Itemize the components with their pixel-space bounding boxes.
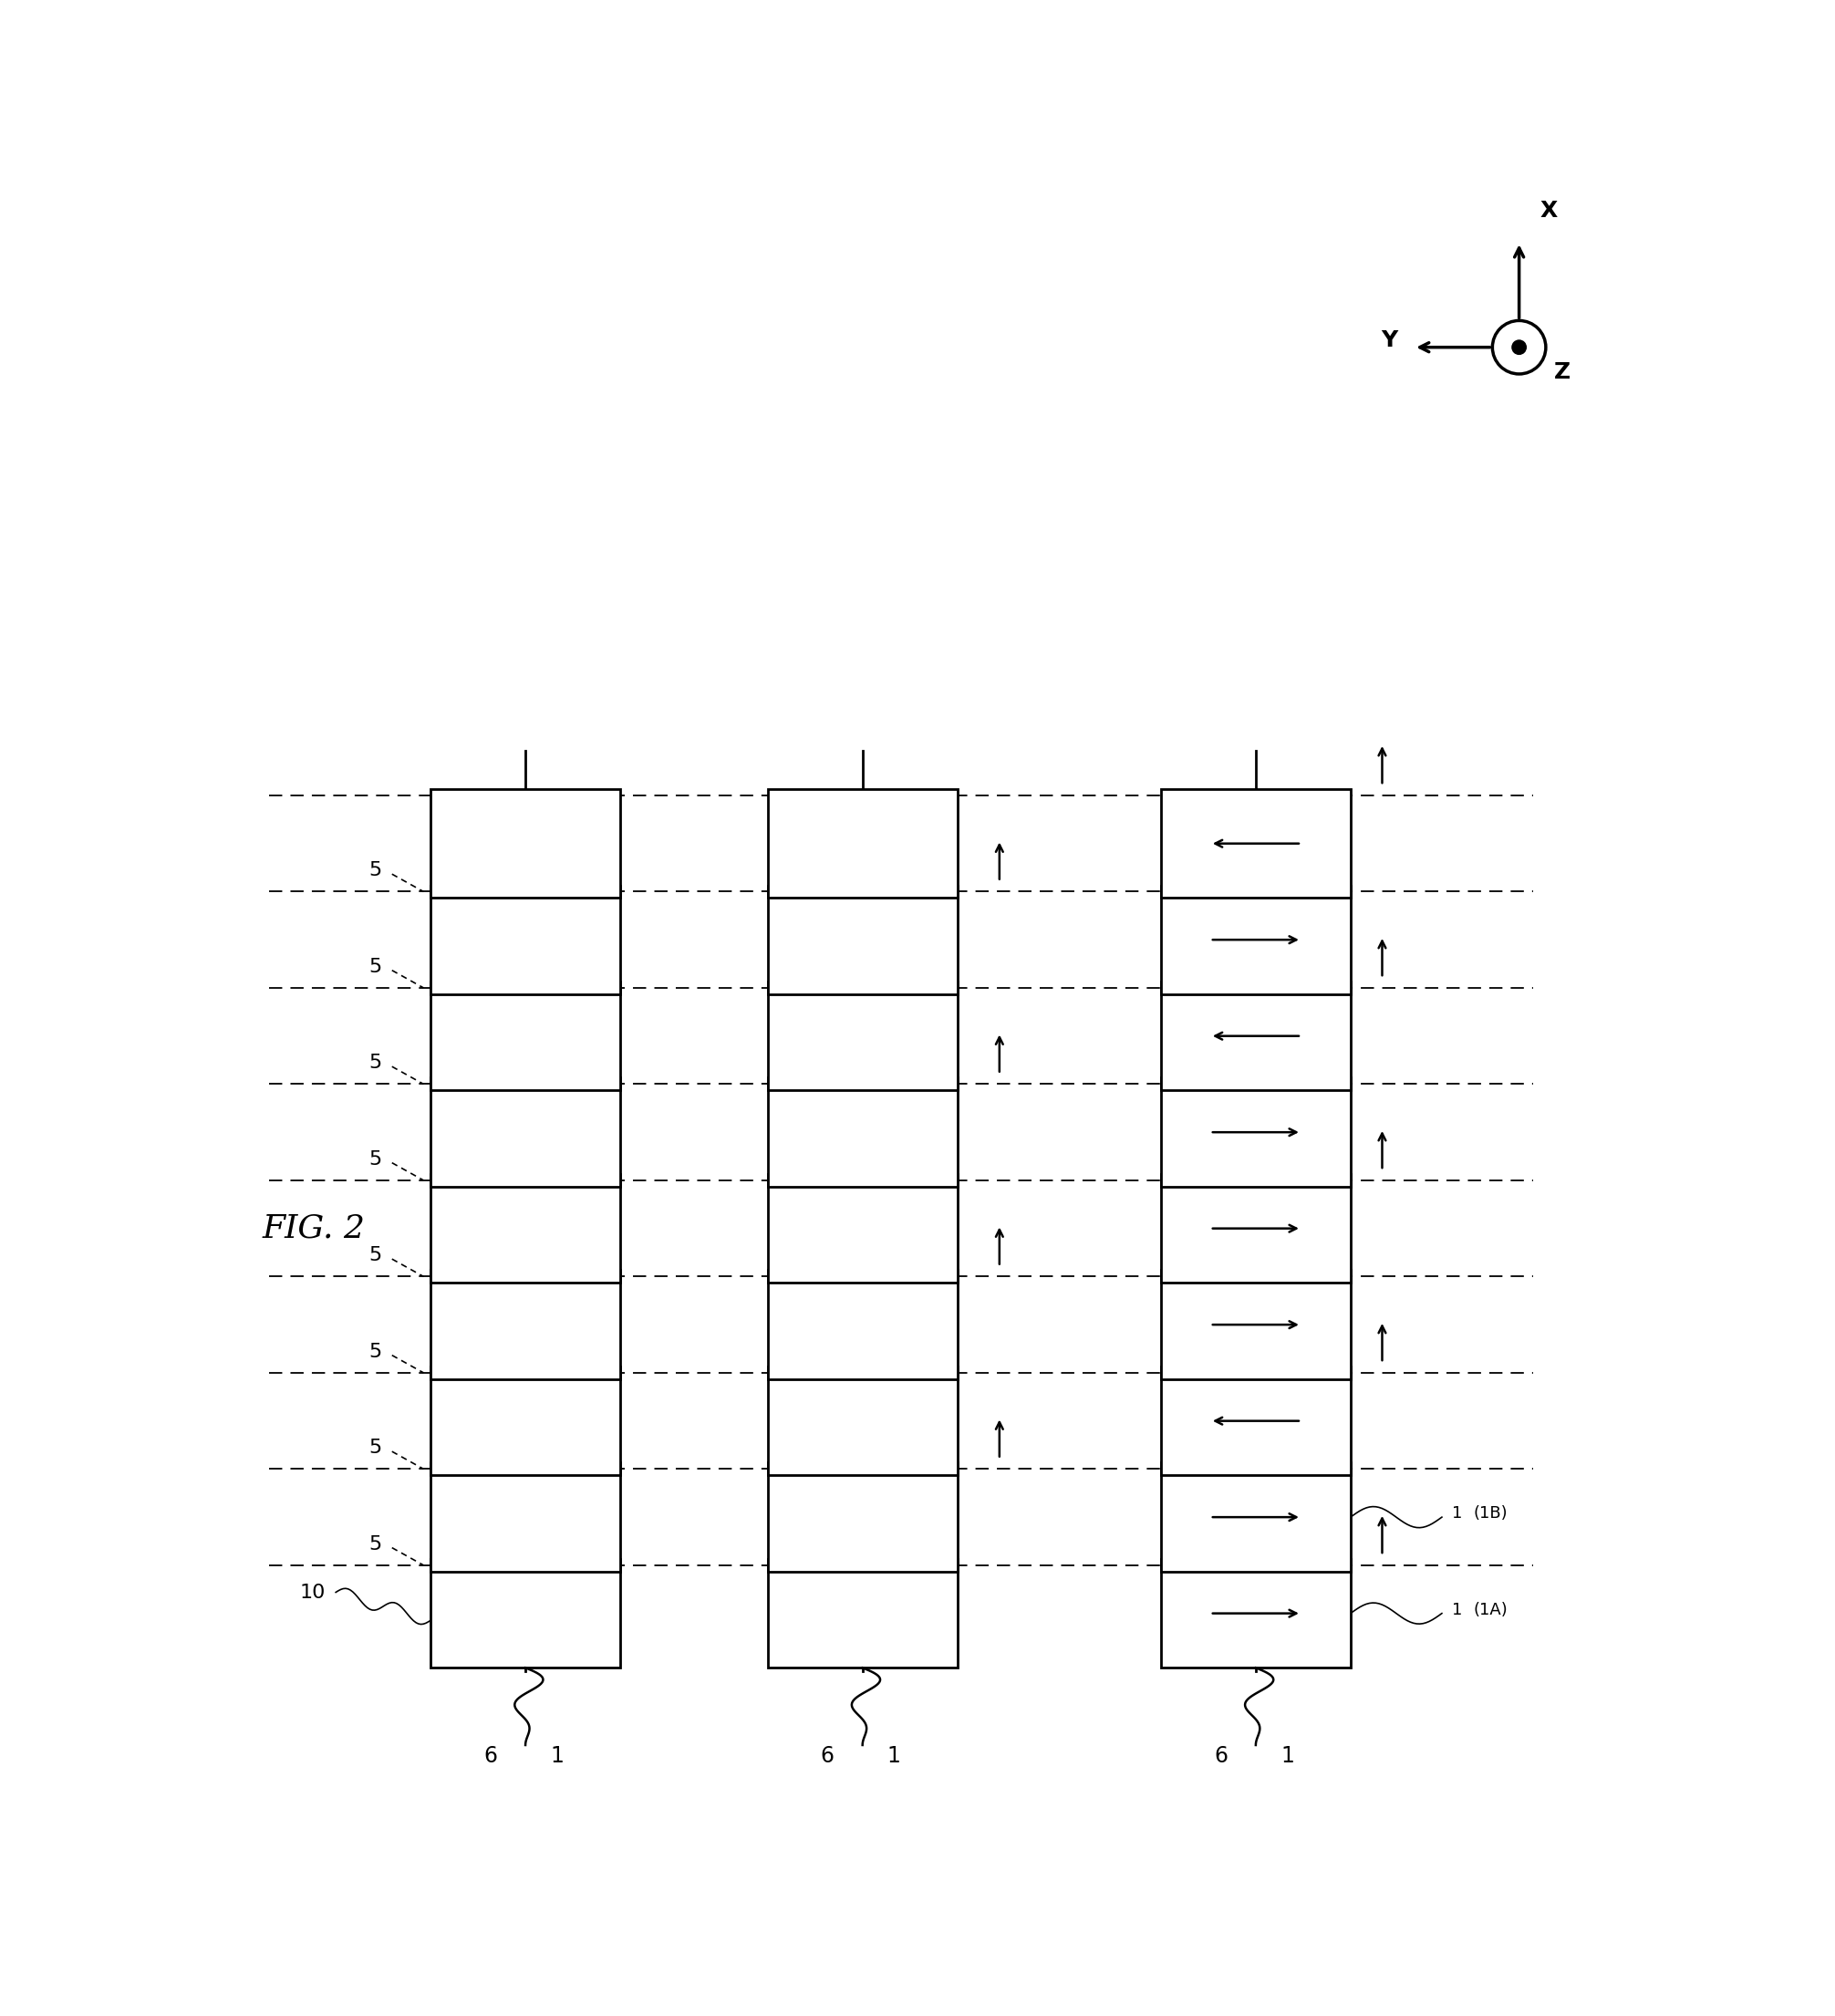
Bar [431,1270,620,1379]
Text: 5: 5 [369,861,382,879]
Bar [431,982,620,1091]
Text: 5: 5 [369,1246,382,1264]
Text: 1: 1 [550,1744,563,1766]
Text: FIG. 2: FIG. 2 [262,1214,365,1244]
Bar [767,1079,958,1187]
Text: 10: 10 [299,1583,325,1601]
Text: Z: Z [1554,361,1571,383]
Bar [431,1558,620,1667]
Text: 6: 6 [820,1744,835,1766]
Text: 1: 1 [1281,1744,1294,1766]
Bar [767,982,958,1091]
Bar [767,788,958,897]
Text: 5: 5 [369,1534,382,1552]
Bar [1162,1270,1351,1379]
Text: 5: 5 [369,1439,382,1458]
Bar [1162,1558,1351,1667]
Bar [431,885,620,994]
Text: 6: 6 [1213,1744,1228,1766]
Bar [1162,1079,1351,1187]
Text: (1B): (1B) [1474,1506,1508,1522]
Circle shape [1512,341,1527,355]
Text: X: X [1540,200,1558,222]
Text: 5: 5 [369,1343,382,1361]
Bar [767,885,958,994]
Bar [767,1173,958,1282]
Bar [1162,982,1351,1091]
Text: 1: 1 [1451,1601,1462,1619]
Bar [1162,788,1351,897]
Bar [431,788,620,897]
Bar [1162,1464,1351,1572]
Text: 6: 6 [483,1744,497,1766]
Text: Y: Y [1382,329,1398,351]
Bar [767,1464,958,1572]
Bar [1162,1173,1351,1282]
Text: (1A): (1A) [1474,1601,1508,1619]
Bar [431,1464,620,1572]
Bar [767,1367,958,1476]
Bar [1162,1367,1351,1476]
Bar [431,1079,620,1187]
Bar [431,1173,620,1282]
Bar [431,1367,620,1476]
Text: 5: 5 [369,958,382,976]
Text: 5: 5 [369,1151,382,1169]
Text: 1: 1 [888,1744,901,1766]
Bar [767,1270,958,1379]
Text: 5: 5 [369,1054,382,1073]
Bar [767,1558,958,1667]
Text: 1: 1 [1451,1506,1462,1522]
Bar [1162,885,1351,994]
